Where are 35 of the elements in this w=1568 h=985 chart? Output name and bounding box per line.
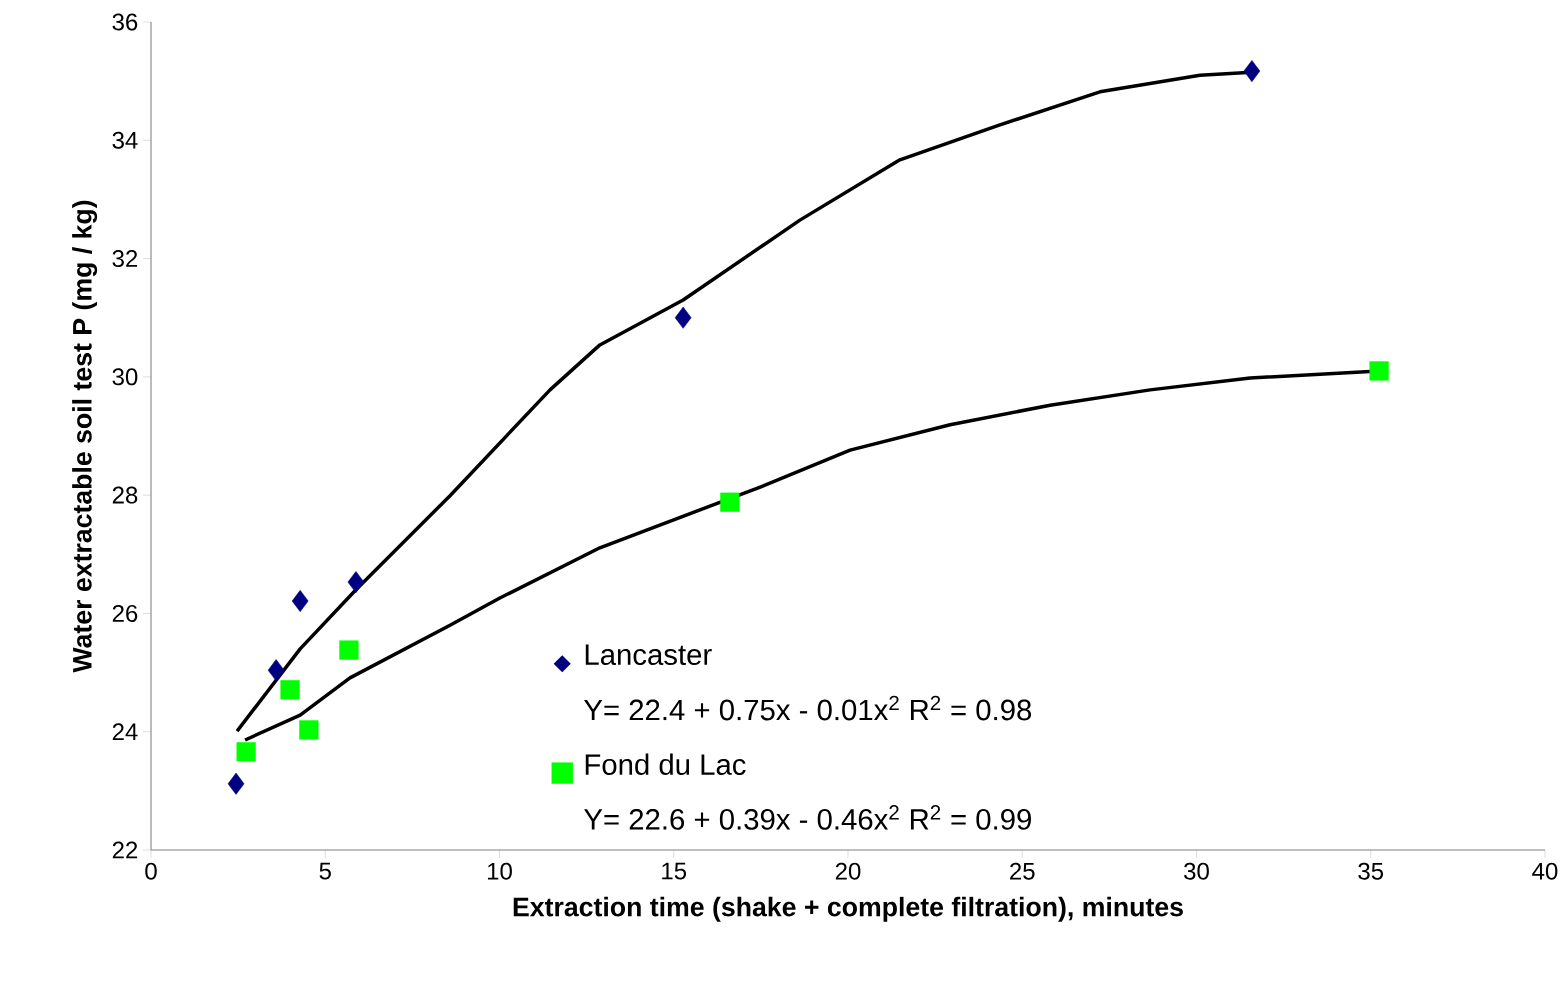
point bbox=[339, 640, 359, 660]
x-tick-label: 25 bbox=[1010, 862, 1035, 880]
point bbox=[1243, 60, 1261, 83]
x-tick-label: 20 bbox=[835, 862, 861, 880]
x-tick-label: 30 bbox=[1184, 862, 1209, 880]
point bbox=[720, 492, 740, 512]
point bbox=[236, 742, 256, 762]
y-tick-label: 34 bbox=[112, 131, 138, 149]
y-tick-label: 30 bbox=[112, 368, 138, 386]
x-tick-label: 15 bbox=[662, 862, 687, 880]
y-tick-label: 28 bbox=[112, 486, 138, 504]
annotation: Y= 22.4 + 0.75x - 0.01x$^{2}$ R$^{2}$ = 0.98 bbox=[584, 695, 1032, 721]
y-tick-label: 36 bbox=[112, 13, 138, 31]
point bbox=[347, 571, 365, 594]
point bbox=[227, 772, 245, 795]
point bbox=[1369, 361, 1389, 381]
x-tick-label: 35 bbox=[1358, 862, 1384, 880]
annotation: Y= 22.6 + 0.39x - 0.46x$^{2}$ R$^{2}$ = 0.99 bbox=[584, 805, 1031, 830]
x-tick-label: 40 bbox=[1532, 862, 1558, 880]
y-tick-label: 24 bbox=[112, 723, 138, 741]
point bbox=[674, 306, 692, 329]
point bbox=[291, 590, 309, 612]
y-tick-label: 32 bbox=[112, 250, 138, 268]
point bbox=[299, 720, 319, 740]
x-tick-label: 5 bbox=[319, 862, 331, 880]
y-tick-label: 26 bbox=[112, 604, 138, 622]
y-tick-label: 22 bbox=[112, 841, 138, 859]
legend-label: Fond du Lac bbox=[585, 753, 746, 776]
x-tick-label: 0 bbox=[145, 862, 157, 880]
point bbox=[267, 659, 285, 682]
legend-label: Lancaster bbox=[585, 644, 712, 666]
x-axis-title: Extraction time (shake + complete filtration), minutes bbox=[513, 896, 1183, 922]
point bbox=[280, 680, 300, 700]
x-tick-label: 10 bbox=[487, 862, 512, 880]
y-axis-title: Water extractable soil test P (mg / kg) bbox=[72, 200, 98, 673]
